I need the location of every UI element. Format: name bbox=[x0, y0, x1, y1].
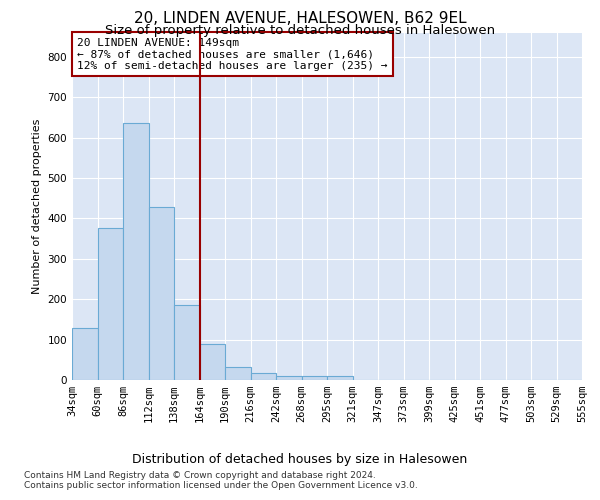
Bar bbox=[327, 376, 353, 380]
Bar bbox=[251, 373, 276, 380]
Text: Distribution of detached houses by size in Halesowen: Distribution of detached houses by size … bbox=[133, 452, 467, 466]
Text: Contains HM Land Registry data © Crown copyright and database right 2024.
Contai: Contains HM Land Registry data © Crown c… bbox=[24, 470, 418, 490]
Text: 20 LINDEN AVENUE: 149sqm
← 87% of detached houses are smaller (1,646)
12% of sem: 20 LINDEN AVENUE: 149sqm ← 87% of detach… bbox=[77, 38, 388, 71]
Bar bbox=[225, 366, 251, 380]
Bar bbox=[276, 376, 302, 380]
Bar bbox=[149, 207, 174, 380]
Bar bbox=[123, 124, 149, 380]
Bar bbox=[302, 376, 327, 380]
Text: Size of property relative to detached houses in Halesowen: Size of property relative to detached ho… bbox=[105, 24, 495, 37]
Bar bbox=[174, 305, 199, 380]
Bar bbox=[199, 344, 225, 380]
Bar bbox=[72, 328, 97, 380]
Bar bbox=[97, 228, 123, 380]
Y-axis label: Number of detached properties: Number of detached properties bbox=[32, 118, 42, 294]
Text: 20, LINDEN AVENUE, HALESOWEN, B62 9EL: 20, LINDEN AVENUE, HALESOWEN, B62 9EL bbox=[134, 11, 466, 26]
